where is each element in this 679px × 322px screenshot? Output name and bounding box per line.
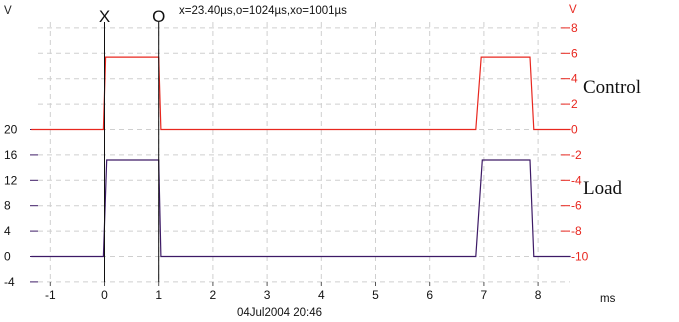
left-tick-label: 20 — [4, 123, 18, 137]
left-axis-unit: V — [4, 5, 12, 17]
x-tick-label: 7 — [481, 288, 488, 302]
x-tick-label: 0 — [101, 288, 108, 302]
left-tick-label: 4 — [4, 224, 11, 238]
x-axis-unit: ms — [600, 293, 616, 305]
capture-date: 04Jul2004 20:46 — [237, 307, 322, 319]
right-tick-label: -10 — [571, 250, 589, 264]
left-tick-label: 12 — [4, 173, 18, 187]
cursor-label-o[interactable]: O — [152, 7, 165, 26]
left-tick-label: 16 — [4, 148, 18, 162]
right-tick-label: 0 — [571, 123, 578, 137]
series-label-load: Load — [583, 178, 623, 199]
right-tick-label: 4 — [571, 72, 578, 86]
series-label-control: Control — [583, 77, 641, 98]
x-tick-label: -1 — [45, 288, 56, 302]
left-tick-label: -4 — [4, 275, 15, 289]
trace-control — [31, 56, 571, 131]
right-tick-label: 6 — [571, 46, 578, 60]
grid — [38, 22, 570, 283]
x-tick-label: 2 — [210, 288, 217, 302]
traces — [31, 56, 571, 258]
trace-load — [31, 159, 571, 258]
right-axis-unit: V — [569, 4, 577, 16]
right-tick-label: -6 — [571, 199, 582, 213]
x-tick-label: 3 — [264, 288, 271, 302]
x-tick-label: 5 — [372, 288, 379, 302]
x-tick-label: 6 — [426, 288, 433, 302]
left-tick-label: 8 — [4, 199, 11, 213]
right-tick-label: 2 — [571, 97, 578, 111]
right-tick-label: -4 — [571, 173, 582, 187]
right-tick-label: -2 — [571, 148, 582, 162]
x-tick-label: 8 — [535, 288, 542, 302]
x-tick-label: 4 — [318, 288, 325, 302]
x-tick-label: 1 — [155, 288, 162, 302]
left-tick-label: 0 — [4, 250, 11, 264]
right-tick-label: 8 — [571, 21, 578, 35]
cursor-label-x[interactable]: X — [99, 7, 110, 26]
cursor-readout: x=23.40µs,o=1024µs,xo=1001µs — [179, 5, 347, 17]
right-tick-label: -8 — [571, 224, 582, 238]
